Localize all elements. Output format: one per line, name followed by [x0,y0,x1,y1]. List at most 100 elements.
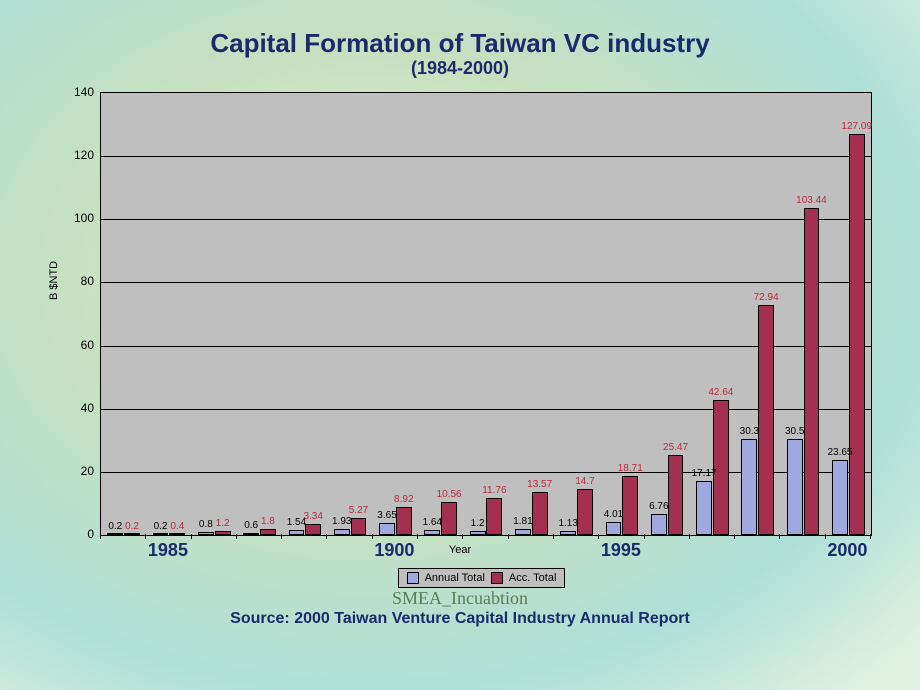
x-tick [825,534,826,539]
bar-label-annual: 1.93 [332,516,351,527]
legend-swatch-acc [491,572,503,584]
bar-annual [515,529,531,535]
bar-label-annual: 17.17 [692,468,717,479]
y-axis-label: B $NTD [48,261,60,300]
x-tick [644,534,645,539]
bar-label-acc: 127.09 [841,121,872,132]
bar-acc [668,455,684,535]
bar-label-annual: 6.76 [649,501,668,512]
bar-acc [804,208,820,535]
bar-annual [651,514,667,535]
bar-acc [532,492,548,535]
x-tick [689,534,690,539]
bar-label-acc: 8.92 [394,494,413,505]
bar-label-acc: 103.44 [796,195,827,206]
bar-label-acc: 0.4 [170,521,184,532]
x-major-label: 1900 [374,540,414,561]
gridline [101,156,871,157]
chart-subtitle: (1984-2000) [0,58,920,79]
bar-acc [622,476,638,535]
bar-acc [351,518,367,535]
bar-annual [741,439,757,535]
plot-area-wrap: 0.20.20.20.40.81.20.61.81.543.341.935.27… [100,92,870,534]
bar-acc [169,533,185,535]
x-tick [462,534,463,539]
bar-annual [334,529,350,535]
x-tick [191,534,192,539]
bar-label-annual: 23.65 [827,447,852,458]
legend-label-annual: Annual Total [425,572,485,584]
x-tick [870,534,871,539]
x-axis-label: Year [0,544,920,556]
bar-annual [289,530,305,535]
bar-label-acc: 10.56 [437,489,462,500]
bar-label-acc: 14.7 [575,476,594,487]
bar-label-acc: 72.94 [754,292,779,303]
bar-label-acc: 11.76 [482,485,506,496]
source-text: Source: 2000 Taiwan Venture Capital Indu… [0,610,920,628]
x-tick [236,534,237,539]
bar-label-annual: 0.2 [154,521,168,532]
y-tick-label: 140 [64,85,94,99]
legend-label-acc: Acc. Total [509,572,557,584]
x-tick [145,534,146,539]
bar-label-acc: 42.64 [708,387,733,398]
bar-annual [153,533,169,535]
bar-label-acc: 1.2 [216,518,230,529]
bar-label-annual: 1.2 [471,518,485,529]
bar-label-acc: 25.47 [663,442,688,453]
y-tick-label: 0 [64,527,94,541]
y-tick-label: 100 [64,211,94,225]
bar-label-annual: 1.81 [513,516,532,527]
x-tick [734,534,735,539]
bar-label-annual: 3.65 [377,510,396,521]
bar-annual [696,481,712,535]
bar-annual [606,522,622,535]
x-major-label: 1985 [148,540,188,561]
bar-label-annual: 30.5 [785,426,804,437]
bar-acc [849,134,865,535]
y-tick-label: 120 [64,148,94,162]
y-tick-label: 40 [64,401,94,415]
bar-label-acc: 3.34 [303,511,322,522]
y-tick-label: 20 [64,464,94,478]
chart-title: Capital Formation of Taiwan VC industry [0,28,920,59]
bar-acc [577,489,593,535]
plot-area: 0.20.20.20.40.81.20.61.81.543.341.935.27… [100,92,872,536]
bar-label-annual: 0.6 [244,520,258,531]
bar-label-annual: 0.2 [108,521,122,532]
x-tick [281,534,282,539]
x-tick [100,534,101,539]
bar-label-acc: 13.57 [527,479,552,490]
bar-label-annual: 0.8 [199,519,213,530]
bar-annual [379,523,395,535]
x-tick [326,534,327,539]
bar-annual [832,460,848,535]
gridline [101,409,871,410]
bar-label-annual: 1.13 [558,518,577,529]
x-tick [553,534,554,539]
x-tick [417,534,418,539]
bar-label-acc: 5.27 [349,505,368,516]
x-tick [508,534,509,539]
bar-acc [305,524,321,535]
gridline [101,219,871,220]
bar-annual [243,533,259,535]
x-tick [598,534,599,539]
gridline [101,346,871,347]
watermark-text: SMEA_Incuabtion [0,588,920,609]
x-major-label: 2000 [827,540,867,561]
bar-annual [470,531,486,535]
bar-acc [441,502,457,535]
bar-acc [215,531,231,535]
bar-annual [787,439,803,535]
bar-acc [260,529,276,535]
legend: Annual Total Acc. Total [398,568,565,588]
gridline [101,282,871,283]
y-tick-label: 80 [64,274,94,288]
y-tick-label: 60 [64,338,94,352]
bar-label-annual: 4.01 [604,509,623,520]
bar-annual [107,533,123,535]
bar-label-acc: 18.71 [618,463,643,474]
x-tick [372,534,373,539]
